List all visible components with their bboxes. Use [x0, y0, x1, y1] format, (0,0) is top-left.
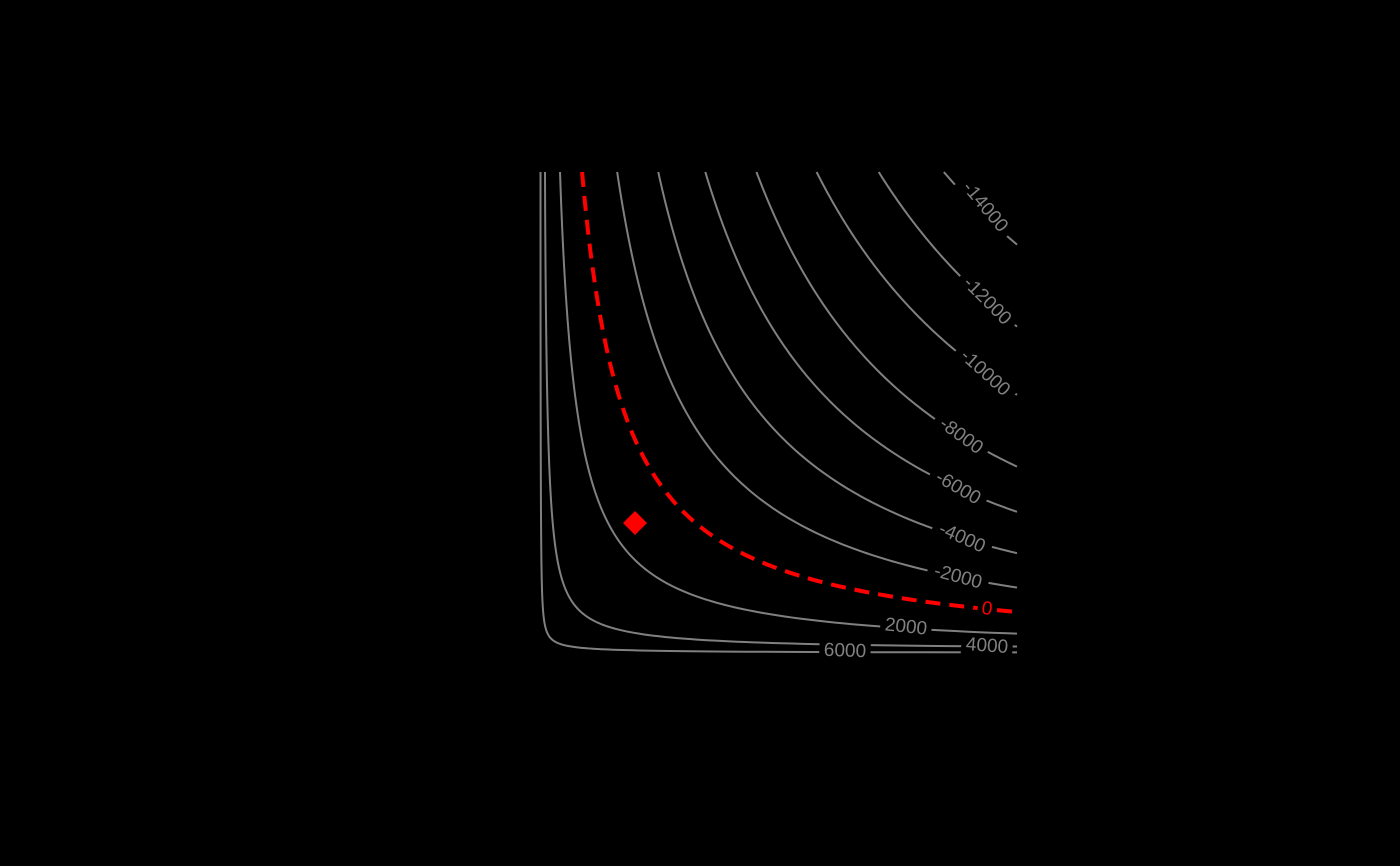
- contour-label-mask: [926, 463, 990, 513]
- contour-label-mask: [953, 172, 1017, 242]
- contour-label-group--8000: -8000: [929, 409, 992, 463]
- contour-label-group-4000: 4000: [960, 634, 1014, 658]
- contour-label--4000: -4000: [936, 519, 989, 558]
- contour-label-mask: [954, 268, 1020, 334]
- contour-line--8000: [755, 171, 1018, 468]
- contour-label--2000: -2000: [932, 561, 984, 594]
- contour-label-group--4000: -4000: [929, 516, 995, 560]
- contour-label--12000: -12000: [959, 273, 1016, 330]
- contour-line--6000: [704, 171, 1018, 513]
- contour-label-group--6000: -6000: [926, 463, 990, 513]
- contour-line--4000: [657, 171, 1018, 555]
- contour-label-mask: [818, 640, 871, 662]
- contour-label-group-6000: 6000: [818, 640, 871, 662]
- contour-label-mask: [951, 341, 1019, 405]
- contour-line-2000: [559, 171, 1018, 635]
- contour-label-group--2000: -2000: [925, 559, 991, 595]
- contour-line-4000: [544, 171, 1018, 648]
- contour-label-mask: [929, 409, 992, 463]
- contour-label-0: 0: [980, 598, 993, 620]
- contour-label--10000: -10000: [956, 345, 1014, 400]
- contour-label-group-2000: 2000: [879, 614, 933, 640]
- contour-label-mask: [976, 597, 998, 621]
- contour-label--6000: -6000: [932, 467, 985, 509]
- data-point-diamond: [623, 511, 647, 535]
- contour-label-mask: [960, 634, 1014, 658]
- contour-label-6000: 6000: [824, 640, 867, 662]
- contour-label-group--12000: -12000: [954, 268, 1020, 334]
- contour-label-2000: 2000: [884, 614, 928, 639]
- contour-label--14000: -14000: [958, 178, 1012, 237]
- contour-line--2000: [616, 171, 1018, 589]
- contour-line-6000: [539, 171, 1018, 654]
- contour-label-mask: [925, 559, 991, 595]
- contour-label--8000: -8000: [935, 413, 987, 459]
- contour-label-group--10000: -10000: [951, 341, 1019, 405]
- contour-label-mask: [879, 614, 933, 640]
- contour-label-mask: [929, 516, 995, 560]
- contour-line-0: [580, 171, 1018, 614]
- contour-label-4000: 4000: [965, 634, 1009, 658]
- contour-label-group-0: 0: [976, 597, 998, 621]
- contour-label-group--14000: -14000: [953, 172, 1017, 242]
